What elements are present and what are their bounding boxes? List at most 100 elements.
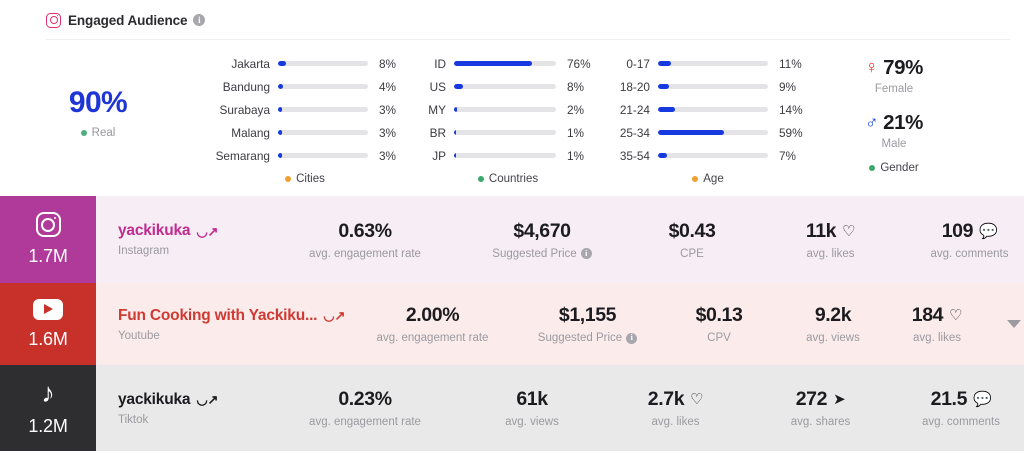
metric-value-wrap: 2.7k ♡ [602, 388, 749, 411]
metric-suggested-price: $1,155 Suggested Price i [515, 304, 660, 344]
countries-legend: Countries [414, 173, 602, 185]
info-icon[interactable]: i [626, 332, 638, 344]
gender-legend: Gender [814, 162, 974, 174]
metric-avg-likes: 184 ♡ avg. likes [888, 304, 986, 344]
heart-icon: ♡ [690, 391, 704, 408]
comment-icon: 💬 [973, 391, 992, 408]
info-icon[interactable]: i [580, 248, 592, 259]
metric-label: avg. shares [790, 416, 851, 428]
bar-label: Jakarta [231, 56, 270, 71]
bar-value: 7% [779, 148, 797, 163]
bar-track [454, 84, 556, 89]
bar-row: Malang 3% [196, 121, 414, 144]
heart-icon: ♡ [842, 222, 856, 240]
metric-label-text: Suggested Price [492, 247, 577, 260]
metric-value: 21.5 [930, 388, 968, 410]
metric-label: avg. likes [806, 247, 855, 260]
bar-label: 0-17 [626, 56, 650, 71]
real-label-text: Real [91, 127, 116, 139]
bar-fill [658, 61, 672, 66]
metric-label: avg. engagement rate [376, 332, 489, 344]
bar-fill [658, 153, 667, 158]
share-icon: ➤ [833, 391, 846, 408]
bar-row: ID 76% [414, 52, 602, 75]
metric-value-wrap: 272 ➤ [749, 388, 892, 411]
platform-row-youtube[interactable]: 1.6M Fun Cooking with Yackiku... ◡↗ Yout… [0, 283, 1024, 365]
metrics-tiktok: yackikuka ◡↗ Tiktok 0.23% avg. engagemen… [96, 365, 1024, 451]
platform-rows: 1.7M yackikuka ◡↗ Instagram 0.63% avg. e… [0, 196, 1024, 451]
youtube-icon [33, 298, 63, 320]
metric-avg-comments: 21.5 💬 avg. comments [892, 388, 1024, 428]
bar-row: 35-54 7% [602, 144, 814, 167]
bar-row: MY 2% [414, 98, 602, 121]
follower-count: 1.6M [28, 328, 68, 349]
bar-value: 3% [379, 125, 397, 140]
bar-value: 76% [567, 56, 591, 71]
bar-value: 2% [567, 102, 585, 117]
bar-value: 8% [379, 56, 397, 71]
platform-name: Tiktok [118, 413, 149, 426]
metric-value: $1,155 [558, 304, 617, 326]
profile-link[interactable]: yackikuka ◡↗ [118, 391, 268, 409]
gender-male-value: 21% [883, 111, 923, 134]
male-symbol-icon: ♂ [865, 112, 879, 132]
external-link-icon[interactable]: ◡↗ [323, 308, 346, 323]
platform-badge-youtube[interactable]: 1.6M [0, 283, 96, 365]
metric-value: 109 [941, 219, 974, 242]
bar-row: Bandung 4% [196, 75, 414, 98]
metric-value: 2.00% [405, 304, 460, 326]
bar-label: 25-34 [619, 125, 650, 140]
metric-value: 61k [516, 388, 548, 410]
bar-row: 18-20 9% [602, 75, 814, 98]
external-link-icon[interactable]: ◡↗ [196, 223, 219, 239]
bar-fill [658, 107, 675, 112]
bar-value: 11% [779, 56, 802, 71]
info-icon[interactable]: i [193, 14, 206, 26]
bar-value: 4% [379, 79, 397, 94]
age-legend: Age [602, 173, 814, 185]
metric-value-wrap: 109 💬 [899, 220, 1024, 243]
metric-value: 0.23% [338, 388, 392, 410]
metric-value: 11k [805, 219, 837, 242]
metric-label: avg. likes [913, 332, 961, 344]
bar-fill [658, 84, 669, 89]
bar-value: 9% [779, 79, 797, 94]
legend-dot [477, 176, 484, 182]
age-chart: 0-17 11% 18-20 9% 21-24 14% 25-34 59% 35… [602, 44, 814, 186]
profile-link[interactable]: yackikuka ◡↗ [118, 222, 268, 240]
platform-badge-tiktok[interactable]: ♪ 1.2M [0, 365, 96, 451]
profile-link[interactable]: Fun Cooking with Yackiku... ◡↗ [118, 307, 350, 325]
real-percentage: 90% [68, 86, 128, 119]
platform-row-tiktok[interactable]: ♪ 1.2M yackikuka ◡↗ Tiktok 0.23% avg. en… [0, 365, 1024, 451]
bar-track [658, 107, 768, 112]
chevron-down-icon[interactable] [1007, 320, 1021, 328]
follower-count: 1.2M [28, 415, 68, 436]
gender-male-label: Male [881, 138, 907, 150]
external-link-icon[interactable]: ◡↗ [196, 392, 219, 407]
bar-label: 35-54 [619, 148, 650, 163]
bar-label: ID [434, 56, 446, 71]
bar-row: 21-24 14% [602, 98, 814, 121]
handle-text: Fun Cooking with Yackiku... [118, 306, 318, 324]
expand-toggle-youtube[interactable] [986, 283, 1024, 365]
legend-dot [869, 165, 876, 171]
bar-track [454, 61, 556, 66]
bar-value: 1% [567, 125, 585, 140]
bar-fill [454, 107, 458, 112]
metric-value: 184 [911, 304, 944, 326]
bar-row: Semarang 3% [196, 144, 414, 167]
bar-track [658, 130, 768, 135]
profile-cell: Fun Cooking with Yackiku... ◡↗ Youtube [118, 307, 350, 342]
platform-badge-instagram[interactable]: 1.7M [0, 196, 96, 283]
bar-label: Malang [231, 125, 270, 140]
cities-legend: Cities [196, 173, 414, 185]
metric-value: $0.43 [668, 219, 716, 242]
platform-row-instagram[interactable]: 1.7M yackikuka ◡↗ Instagram 0.63% avg. e… [0, 196, 1024, 283]
metric-avg-likes: 11k ♡ avg. likes [762, 220, 899, 260]
bar-value: 14% [779, 102, 803, 117]
bar-track [454, 130, 556, 135]
bar-fill [278, 84, 283, 89]
bar-fill [454, 84, 464, 89]
gender-female: ♀ 79% Female [814, 56, 974, 95]
bar-row: Surabaya 3% [196, 98, 414, 121]
